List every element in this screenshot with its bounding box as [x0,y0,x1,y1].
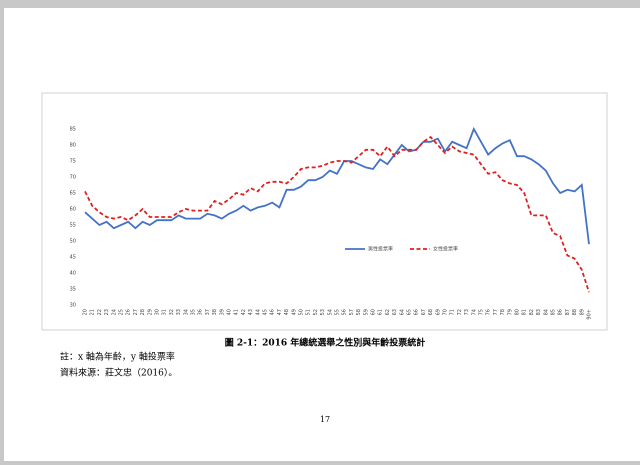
x-tick-label: 78 [500,309,506,315]
x-tick-label: 38 [212,309,218,315]
y-tick-label: 55 [70,223,76,229]
note: 資料來源：莊文忠（2016）。 [60,367,177,379]
x-tick-label: 79 [507,309,513,315]
x-tick-label: 86 [558,309,564,315]
x-tick-label: 67 [421,309,427,315]
x-tick-label: 63 [392,309,398,315]
x-tick-label: 33 [176,309,182,315]
x-tick-label: 76 [486,309,492,315]
x-tick-label: 51 [306,309,312,315]
x-tick-label: 26 [126,309,132,315]
x-tick-label: 37 [205,309,211,315]
x-tick-label: 73 [464,309,470,315]
caption: 圖 2-1：2016 年總統選舉之性別與年齡投票統計 [225,337,426,349]
x-tick-label: 48 [284,309,290,315]
x-tick-label: 62 [385,309,391,315]
plot: 30 35 40 45 50 55 60 65 70 75 80 85 20 21 22 23 24 25 26 27… [70,127,593,320]
x-tick-label: 72 [457,309,463,315]
x-tick-label: 84 [543,309,549,315]
x-tick-label: 29 [147,309,153,315]
x-tick-label: 31 [162,309,168,315]
x-tick-label: 36 [198,309,204,315]
x-tick-label: 20 [83,309,89,315]
x-tick-label: 25 [119,309,125,315]
x-tick-label: 44 [255,309,261,315]
x-tick-label: 82 [529,309,535,315]
y-tick-label: 50 [70,239,76,245]
x-tick-label: 81 [522,309,528,315]
x-tick-label: 49 [291,309,297,315]
x-tick-label: 74 [471,309,477,315]
x-tick-label: 88 [572,309,578,315]
x-tick-label: 30 [155,309,161,315]
x-tick-label: 22 [97,309,103,315]
y-tick-label: 85 [70,127,76,133]
x-tick-label: 52 [313,309,319,315]
x-tick-label: 41 [234,309,240,315]
x-tick-label: 39 [219,309,225,315]
x-tick-label: 69 [435,309,441,315]
x-tick-label: 55 [335,309,341,315]
series-line [84,135,590,293]
x-tick-label: 45 [263,309,269,315]
x-tick-label: 42 [241,309,247,315]
x-tick-label: 61 [378,309,384,315]
x-tick-label: 85 [551,309,557,315]
y-tick-label: 30 [70,303,76,309]
series-line [84,126,590,245]
y-tick-label: 70 [70,175,76,181]
x-tick-label: 50 [299,309,305,315]
x-tick-label: 58 [356,309,362,315]
x-tick-label: 56 [342,309,348,315]
y-tick-label: 80 [70,143,76,149]
x-tick-label: 24 [111,309,117,315]
x-tick-label: 47 [277,309,283,315]
x-tick-label: 34 [183,309,189,315]
x-tick-label: 64 [399,309,405,315]
y-tick-label: 45 [70,255,76,261]
x-tick-label: 80 [515,309,521,315]
x-tick-label: 54 [327,309,333,315]
chart-frame [41,92,608,331]
x-tick-label: 87 [565,309,571,315]
x-tick-label: 32 [169,309,175,315]
x-tick-label: 43 [248,309,254,315]
x-tick-label: 83 [536,309,542,315]
x-tick-label: 68 [428,309,434,315]
x-tick-label: 59 [363,309,369,315]
x-tick-label: 46 [270,309,276,315]
x-tick-label: 28 [140,309,146,315]
x-tick-label: 53 [320,309,326,315]
y-tick-label: 40 [70,271,76,277]
x-tick-label: 66 [414,309,420,315]
x-tick-label: 90+ [587,309,593,320]
x-tick-label: 70 [443,309,449,315]
y-tick-label: 35 [70,287,76,293]
x-tick-label: 65 [407,309,413,315]
x-tick-label: 60 [371,309,377,315]
legend-label: 女性投票率 [433,246,458,253]
y-tick-label: 65 [70,191,76,197]
note: 註：x 軸為年齡，y 軸投票率 [60,351,175,363]
legend-label: 男性投票率 [368,246,393,253]
x-tick-label: 21 [90,309,96,315]
x-tick-label: 27 [133,309,139,315]
page-number: 17 [320,415,330,424]
x-tick-label: 75 [479,309,485,315]
x-tick-label: 23 [104,309,110,315]
y-tick-label: 75 [70,159,76,165]
x-tick-label: 35 [191,309,197,315]
x-tick-label: 40 [227,309,233,315]
x-tick-label: 57 [349,309,355,315]
x-tick-label: 89 [579,309,585,315]
x-tick-label: 77 [493,309,499,315]
x-tick-label: 71 [450,309,456,315]
y-tick-label: 60 [70,207,76,213]
